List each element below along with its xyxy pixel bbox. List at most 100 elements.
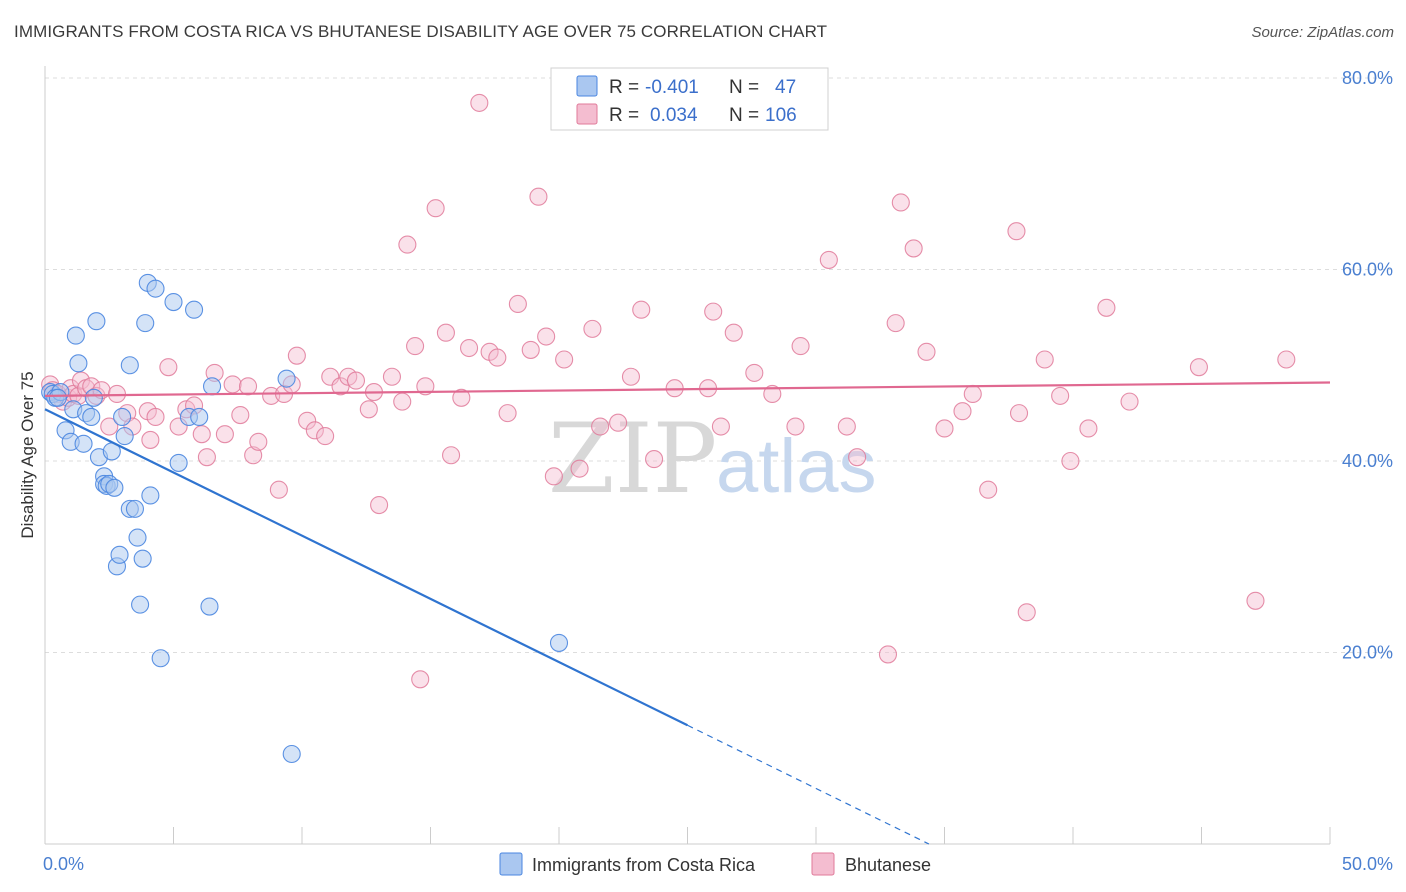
legend-pink-n-value: 106	[765, 105, 797, 126]
bhutanese-point	[645, 450, 664, 469]
bhutanese-point	[935, 419, 954, 438]
costa-rica-point	[146, 279, 165, 298]
costa-rica-point	[125, 499, 144, 518]
legend-pink-n-label: N =	[729, 105, 759, 126]
costa-rica-point	[115, 427, 134, 446]
costa-rica-trend-extension	[687, 724, 930, 845]
bhutanese-point	[632, 300, 651, 319]
costa-rica-point	[141, 486, 160, 505]
bhutanese-point	[416, 377, 435, 396]
costa-rica-point	[549, 633, 569, 652]
costa-rica-point	[185, 300, 204, 319]
bhutanese-point	[1246, 591, 1265, 610]
bhutanese-point	[426, 199, 445, 218]
bhutanese-point	[1051, 386, 1070, 405]
y-axis-label: Disability Age Over 75	[18, 371, 37, 538]
correlation-legend: R = -0.401 N = 47 R = 0.034 N = 106	[550, 67, 829, 131]
bhutanese-point	[724, 323, 743, 342]
bhutanese-point	[393, 392, 412, 411]
bhutanese-point	[287, 346, 306, 365]
bhutanese-point	[370, 495, 389, 515]
bhutanese-point	[591, 417, 610, 436]
bhutanese-point	[763, 384, 782, 404]
bhutanese-point	[583, 319, 602, 338]
legend-pink-r-value: 0.034	[650, 105, 698, 126]
bhutanese-point	[159, 358, 178, 377]
bhutanese-point	[269, 480, 288, 499]
bhutanese-point	[621, 367, 641, 386]
x-tick-label: 0.0%	[43, 854, 84, 874]
bhutanese-point	[508, 294, 527, 314]
bhutanese-point	[1277, 350, 1296, 369]
legend-blue-n-label: N =	[729, 77, 759, 98]
legend-blue-swatch	[576, 75, 598, 97]
bhutanese-point	[359, 400, 378, 419]
bhutanese-point	[904, 239, 923, 258]
costa-rica-point	[190, 407, 209, 427]
bhutanese-point	[231, 405, 250, 425]
bhutanese-point	[452, 388, 471, 407]
costa-rica-point	[105, 478, 124, 497]
bhutanese-point	[1120, 392, 1139, 411]
bhutanese-point	[963, 384, 982, 404]
legend-pink-swatch	[576, 103, 598, 125]
costa-rica-point	[277, 369, 296, 388]
bhutanese-point	[786, 417, 805, 436]
costa-rica-point	[87, 312, 106, 331]
costa-rica-point	[136, 314, 155, 333]
bhutanese-point	[878, 645, 898, 664]
costa-rica-point	[164, 293, 183, 312]
bhutanese-point	[1017, 603, 1036, 622]
bhutanese-point	[398, 235, 417, 254]
bhutanese-point	[555, 350, 574, 369]
source-label: Source: ZipAtlas.com	[1251, 24, 1394, 41]
bhutanese-point	[745, 363, 764, 382]
costa-rica-point	[74, 434, 93, 453]
bhutanese-point	[238, 377, 258, 396]
chart-title: IMMIGRANTS FROM COSTA RICA VS BHUTANESE …	[14, 22, 828, 41]
costa-rica-points	[41, 273, 569, 764]
bhutanese-point	[100, 417, 119, 436]
costa-rica-point	[69, 354, 88, 373]
bhutanese-point	[442, 446, 461, 465]
bhutanese-point	[249, 432, 268, 451]
bhutanese-point	[570, 459, 589, 478]
series-legend-pink-label: Bhutanese	[845, 855, 931, 875]
bhutanese-point	[146, 407, 165, 427]
bhutanese-point	[223, 375, 242, 394]
bhutanese-point	[848, 448, 867, 467]
costa-rica-point	[169, 453, 188, 472]
bhutanese-point	[346, 371, 366, 390]
costa-rica-point	[131, 595, 150, 614]
bhutanese-point	[609, 413, 628, 432]
y-tick-label: 80.0%	[1342, 68, 1393, 88]
legend-blue-n-value: 47	[775, 77, 796, 98]
bhutanese-point	[459, 338, 479, 358]
bhutanese-trend-line	[44, 381, 1331, 397]
series-legend-blue-swatch	[499, 852, 523, 876]
bhutanese-point	[141, 430, 160, 449]
bhutanese-point	[704, 302, 723, 321]
costa-rica-point	[120, 356, 139, 375]
bhutanese-point	[711, 417, 730, 436]
bhutanese-point	[953, 402, 972, 421]
y-tick-label: 40.0%	[1342, 451, 1393, 471]
bhutanese-point	[791, 337, 810, 356]
bhutanese-points	[41, 93, 1296, 689]
costa-rica-point	[110, 545, 129, 564]
bhutanese-point	[192, 425, 211, 444]
bhutanese-point	[1009, 404, 1029, 423]
bhutanese-point	[521, 340, 540, 359]
costa-rica-point	[128, 528, 147, 547]
costa-rica-point	[48, 388, 67, 407]
bhutanese-point	[819, 250, 838, 269]
bhutanese-point	[382, 367, 402, 386]
series-legend: Immigrants from Costa Rica Bhutanese	[499, 852, 931, 876]
bhutanese-point	[529, 187, 548, 206]
bhutanese-point	[107, 384, 127, 404]
bhutanese-point	[488, 348, 507, 367]
costa-rica-point	[151, 649, 170, 668]
bhutanese-point	[917, 342, 936, 361]
series-legend-blue-label: Immigrants from Costa Rica	[532, 855, 756, 875]
